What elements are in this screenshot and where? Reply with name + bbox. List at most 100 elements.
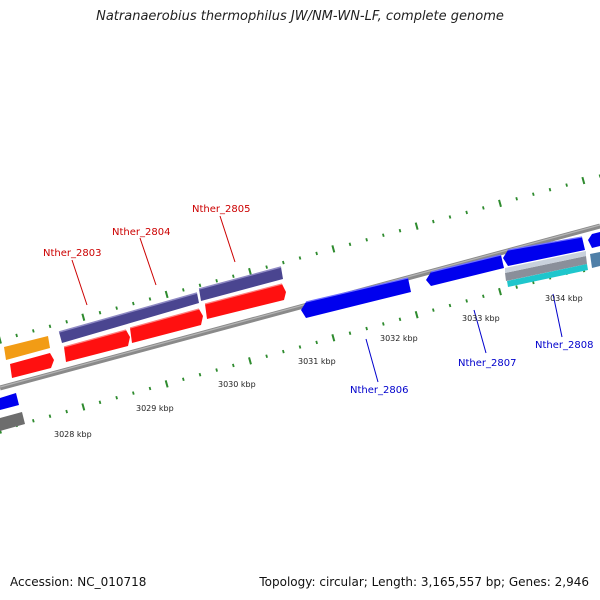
accession-text: Accession: NC_010718 <box>10 575 147 589</box>
gene-track-reverse <box>10 283 286 378</box>
gene-label-nther-2805[interactable]: Nther_2805 <box>192 204 250 215</box>
outer-tick-row <box>0 174 600 344</box>
major-tick <box>498 287 502 296</box>
gene-arrow-nther-2806[interactable] <box>301 278 411 318</box>
minor-tick <box>32 418 35 423</box>
gene-arrow-nther-2803[interactable] <box>64 330 130 362</box>
minor-tick <box>65 409 68 414</box>
major-tick <box>581 176 586 185</box>
gene-arrow-left-bottom[interactable] <box>0 393 19 410</box>
minor-tick <box>465 210 468 215</box>
minor-tick <box>232 363 235 368</box>
minor-tick <box>382 322 385 326</box>
minor-tick <box>98 400 102 405</box>
gene-labels: Nther_2803 Nther_2804 Nther_2805 Nther_2… <box>43 204 593 396</box>
gene-arrow-nther-2805[interactable] <box>205 284 286 319</box>
gene-label-nther-2807[interactable]: Nther_2807 <box>458 358 516 369</box>
minor-tick <box>365 237 368 242</box>
topology-text: Topology: circular; Length: 3,165,557 bp… <box>259 575 589 589</box>
gene-block-gray[interactable] <box>0 412 25 431</box>
minor-tick <box>382 233 385 238</box>
minor-tick <box>148 297 152 301</box>
minor-tick <box>32 329 35 333</box>
minor-tick <box>315 251 318 256</box>
minor-tick <box>515 285 518 289</box>
genome-title: Natranaerobius thermophilus JW/NM-WN-LF,… <box>96 9 504 24</box>
minor-tick <box>198 283 202 288</box>
minor-tick <box>148 386 152 391</box>
scale-label: 3031 kbp <box>298 357 336 366</box>
minor-tick <box>315 340 318 345</box>
minor-tick <box>182 288 185 292</box>
major-tick <box>164 290 169 299</box>
minor-tick <box>198 372 202 377</box>
minor-tick <box>48 414 52 418</box>
major-tick <box>498 199 502 208</box>
minor-tick <box>215 278 218 283</box>
gene-arrow-right-edge[interactable] <box>588 232 600 248</box>
major-tick <box>164 380 169 388</box>
minor-tick <box>132 301 135 306</box>
gene-label-nther-2808[interactable]: Nther_2808 <box>535 340 593 351</box>
gene-label-nther-2806[interactable]: Nther_2806 <box>350 385 408 396</box>
minor-tick <box>15 333 18 338</box>
gene-label-nther-2804[interactable]: Nther_2804 <box>112 227 170 238</box>
gene-track-forward <box>0 232 600 410</box>
minor-tick <box>232 274 235 279</box>
gene-arrow-left-edge[interactable] <box>10 353 54 378</box>
minor-tick <box>282 349 285 354</box>
major-tick <box>248 267 252 276</box>
major-tick <box>331 245 336 253</box>
major-tick <box>0 426 2 434</box>
minor-tick <box>448 215 452 219</box>
minor-tick <box>432 219 435 224</box>
gene-block-nther-2804[interactable] <box>59 293 199 343</box>
minor-tick <box>115 306 118 310</box>
minor-tick <box>448 303 452 308</box>
minor-tick <box>132 391 135 395</box>
minor-tick <box>398 317 402 322</box>
minor-tick <box>182 377 185 382</box>
major-tick <box>248 357 252 365</box>
minor-tick <box>432 308 435 312</box>
minor-tick <box>482 294 485 299</box>
major-tick <box>414 310 419 319</box>
minor-tick <box>348 331 352 335</box>
minor-tick <box>482 206 485 210</box>
gene-arrow-nther-2808[interactable] <box>503 237 585 266</box>
label-leaders <box>71 215 563 383</box>
major-tick <box>0 336 2 344</box>
minor-tick <box>265 265 268 269</box>
minor-tick <box>298 256 302 260</box>
genome-backbone-highlight <box>0 224 600 388</box>
major-tick <box>414 222 419 230</box>
scale-label: 3030 kbp <box>218 380 256 389</box>
minor-tick <box>348 242 352 247</box>
scale-labels: 3028 kbp 3029 kbp 3030 kbp 3031 kbp 3032… <box>54 294 583 439</box>
minor-tick <box>298 345 302 349</box>
minor-tick <box>532 192 535 197</box>
gene-block-nther-2805[interactable] <box>199 267 283 301</box>
gene-arrow-nther-2807[interactable] <box>426 255 504 286</box>
minor-tick <box>565 183 568 187</box>
genome-backbone-line <box>0 223 600 391</box>
scale-label: 3034 kbp <box>545 294 583 303</box>
gene-block-orange[interactable] <box>4 336 50 360</box>
gene-arrow-nther-2804[interactable] <box>130 309 203 343</box>
feature-stack-2808 <box>505 251 600 287</box>
minor-tick <box>265 354 268 359</box>
major-tick <box>81 313 86 321</box>
minor-tick <box>115 395 118 400</box>
minor-tick <box>398 228 402 233</box>
scale-label: 3029 kbp <box>136 404 174 413</box>
gene-label-nther-2803[interactable]: Nther_2803 <box>43 248 101 259</box>
major-tick <box>331 334 336 342</box>
minor-tick <box>548 187 552 192</box>
scale-label: 3032 kbp <box>380 334 418 343</box>
minor-tick <box>215 368 218 372</box>
minor-tick <box>515 196 518 201</box>
scale-label: 3028 kbp <box>54 430 92 439</box>
minor-tick <box>98 310 102 315</box>
